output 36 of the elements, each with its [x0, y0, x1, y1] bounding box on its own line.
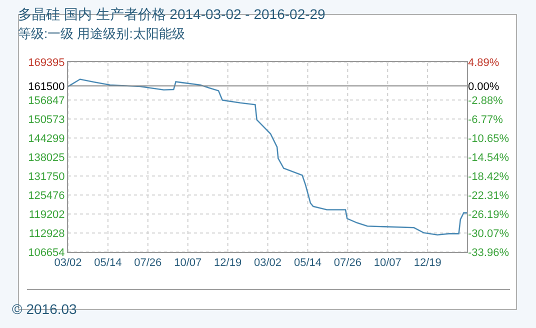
y-tick-label: 125476 [28, 190, 65, 202]
x-tick-label: 12/19 [414, 257, 442, 270]
y2-tick-label: -2.88% [468, 94, 504, 107]
x-tick-label: 07/26 [134, 257, 162, 270]
y2-tick-label: -26.19% [468, 208, 510, 221]
y2-tick-label: -18.42% [468, 170, 510, 183]
y-tick-label: 169395 [28, 56, 65, 69]
y-tick-label: 112928 [28, 228, 65, 240]
line-series [68, 78, 467, 236]
y2-tick-label: 4.89% [468, 56, 500, 69]
y-tick-label: 119202 [28, 208, 65, 221]
y-tick-label: 106654 [28, 246, 65, 259]
y2-tick-label: -33.96% [468, 246, 510, 259]
x-tick-label: 10/07 [374, 257, 402, 270]
y-tick-label: 156847 [28, 94, 65, 107]
y-tick-label: 150573 [28, 114, 65, 126]
y-tick-label: 144299 [28, 132, 65, 145]
x-tick-label: 03/02 [254, 257, 282, 270]
x-tick-label: 07/26 [334, 257, 362, 270]
y-tick-label: 161500 [28, 80, 65, 93]
text: © 2016.03 [12, 301, 78, 317]
x-tick-label: 12/19 [214, 257, 242, 270]
y2-tick-label: -22.31% [468, 190, 510, 202]
x-tick-label: 10/07 [174, 257, 202, 270]
x-tick-label: 05/14 [94, 257, 122, 270]
y2-tick-label: -30.07% [468, 228, 510, 240]
y-tick-label: 138025 [28, 152, 65, 164]
x-tick-label: 03/02 [54, 257, 82, 270]
y2-tick-label: -6.77% [468, 114, 504, 126]
y-tick-label: 131750 [28, 170, 65, 183]
y2-tick-label: -10.65% [468, 132, 510, 145]
x-tick-label: 05/14 [294, 257, 322, 270]
chart-subtitle: 等级:一级 用途级别:太阳能级 [18, 26, 185, 41]
y2-tick-label: 0.00% [468, 80, 500, 93]
y2-tick-label: -14.54% [468, 152, 510, 164]
chart-title: 多晶硅 国内 生产者价格 2014-03-02 - 2016-02-29 [18, 6, 326, 22]
